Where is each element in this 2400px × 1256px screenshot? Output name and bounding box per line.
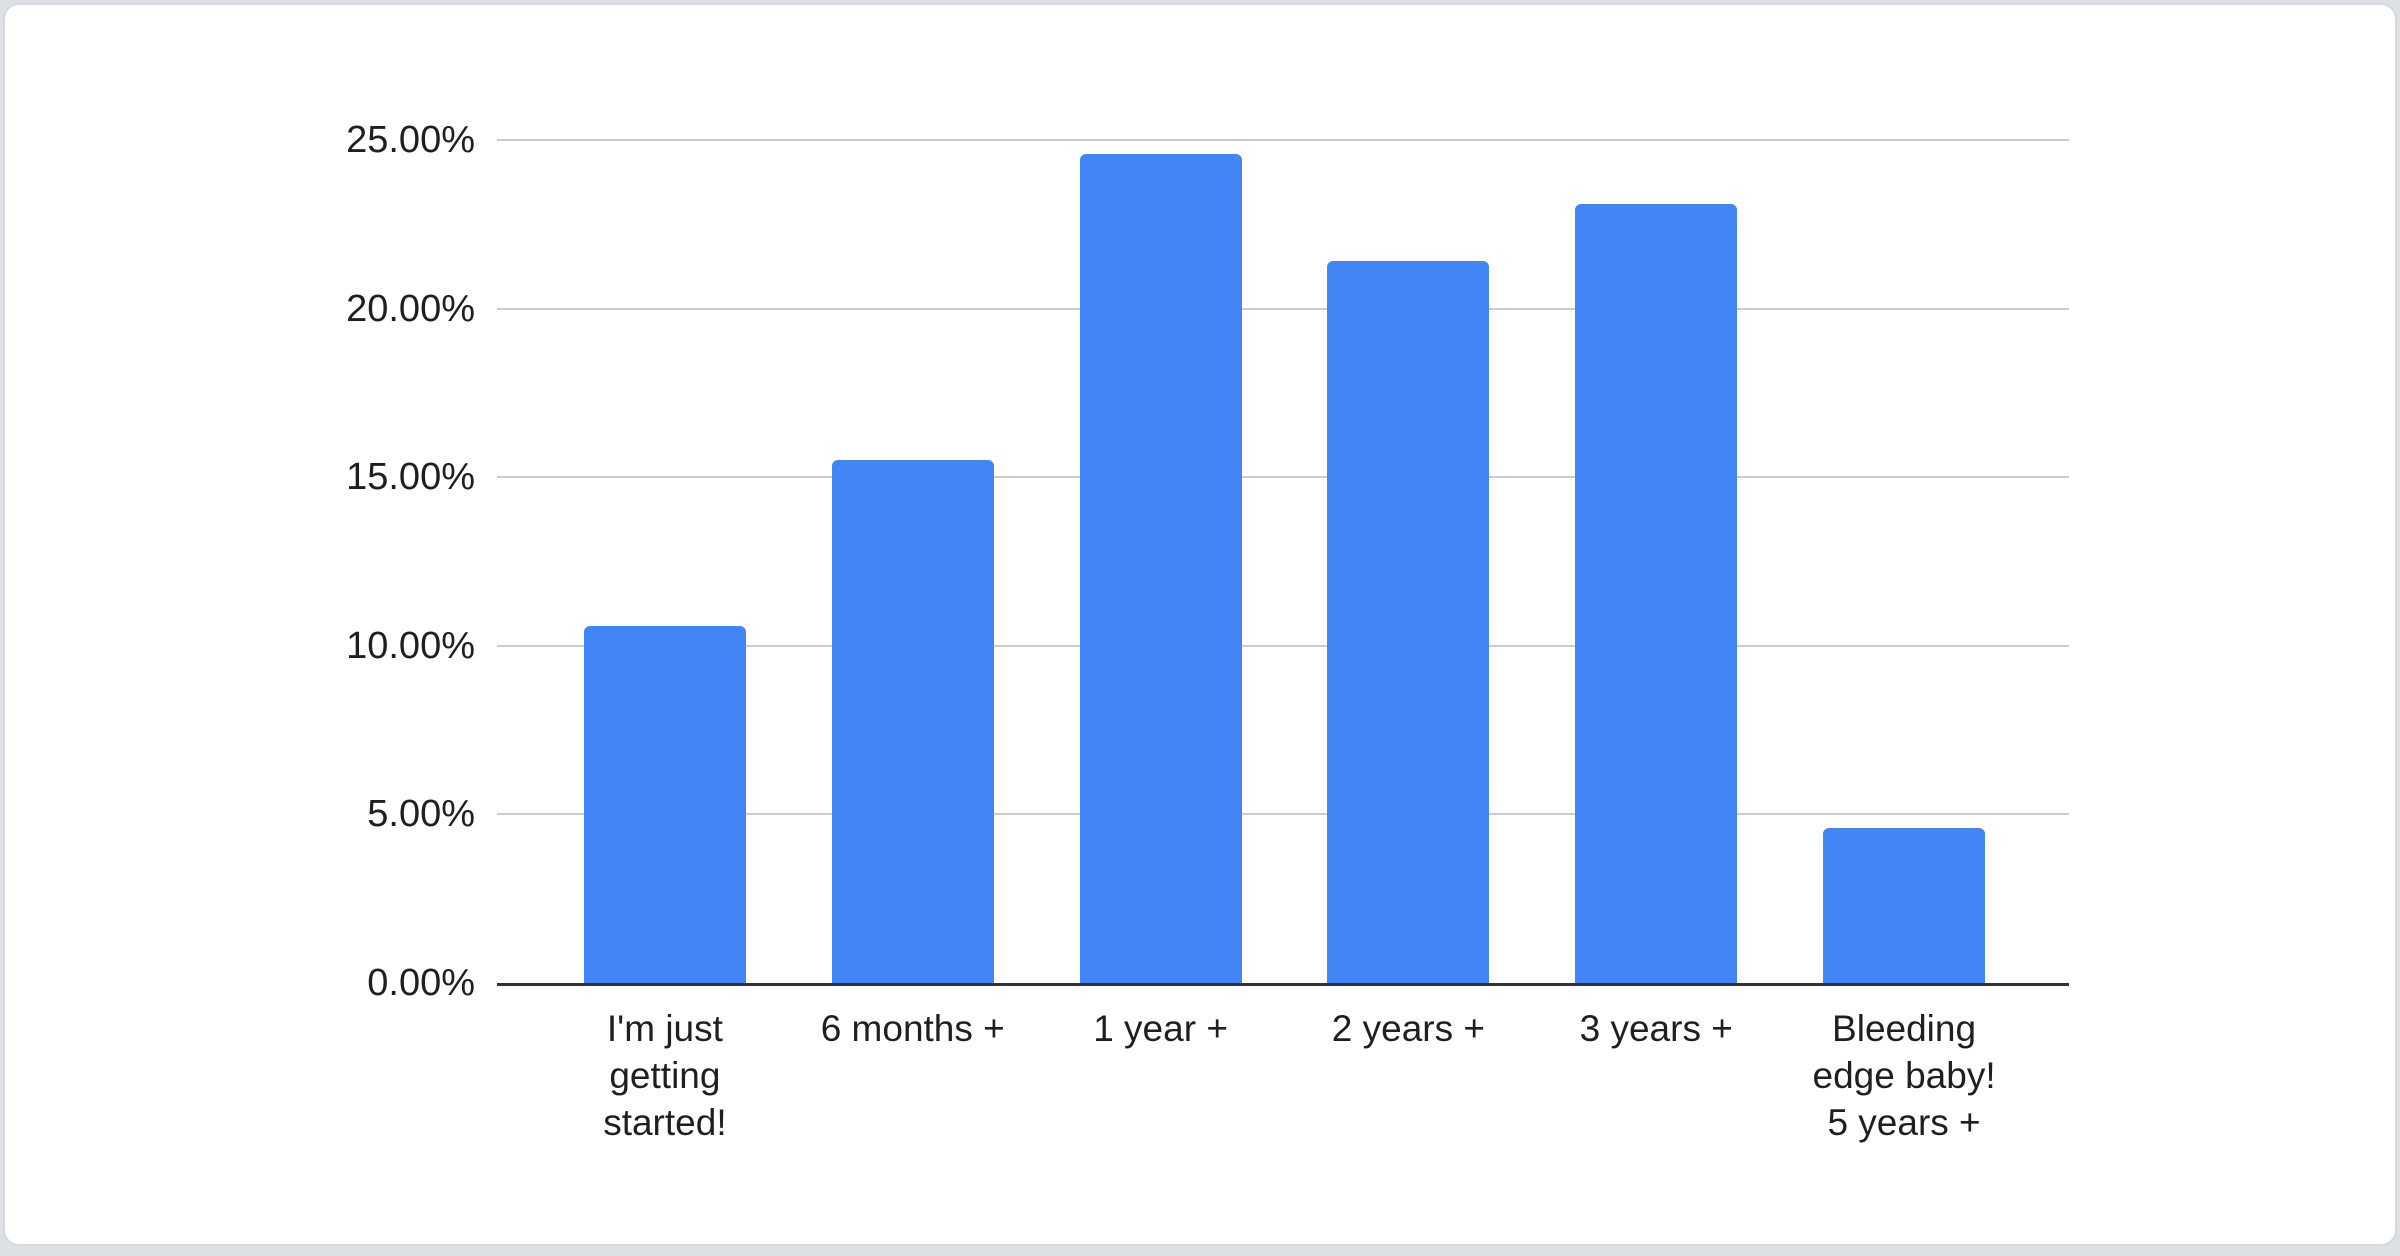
bar-slot	[541, 140, 789, 983]
chart-card: 0.00% 5.00% 10.00% 15.00% 20.00% 25.00% I'm j…	[3, 3, 2397, 1246]
x-category-label-line: Bleeding	[1832, 1008, 1977, 1049]
gridline	[497, 644, 2069, 647]
gridline	[497, 476, 2069, 479]
x-category-label: 6 months +	[789, 1005, 1037, 1146]
x-category-label-line: started!	[603, 1102, 727, 1143]
y-tick-label: 25.00%	[346, 119, 475, 161]
x-category-label: Bleeding edge baby! 5 years +	[1780, 1005, 2028, 1146]
chart-bar[interactable]	[583, 625, 746, 983]
chart-bar[interactable]	[1079, 153, 1242, 983]
x-axis-labels: I'm just getting started! 6 months + 1 year …	[541, 1005, 2028, 1146]
x-category-label: 1 year +	[1037, 1005, 1285, 1146]
x-category-label-line: edge baby!	[1812, 1055, 1996, 1096]
bar-slot	[1532, 140, 1780, 983]
gridline	[497, 307, 2069, 310]
plot-area	[497, 139, 2069, 986]
x-category-label-line: getting	[609, 1055, 721, 1096]
chart-bar[interactable]	[1575, 204, 1738, 983]
x-category-label-line: 2 years +	[1331, 1008, 1486, 1049]
x-category-label-line: 5 years +	[1827, 1102, 1981, 1143]
x-category-label: I'm just getting started!	[541, 1005, 789, 1146]
y-tick-label: 5.00%	[367, 793, 475, 836]
bars-layer	[541, 140, 2028, 983]
bar-slot	[1780, 140, 2028, 983]
y-tick-label: 20.00%	[346, 287, 475, 330]
x-category-label-line: I'm just	[606, 1008, 723, 1049]
bar-slot	[1037, 140, 1285, 983]
gridlines-layer	[497, 139, 2069, 983]
x-category-label: 2 years +	[1284, 1005, 1532, 1146]
y-tick-label: 0.00%	[367, 962, 475, 1004]
bar-slot	[789, 140, 1037, 983]
x-category-label-line: 6 months +	[820, 1008, 1005, 1049]
x-category-label-line: 1 year +	[1093, 1008, 1228, 1049]
x-category-label: 3 years +	[1532, 1005, 1780, 1146]
bar-slot	[1284, 140, 1532, 983]
x-category-label-line: 3 years +	[1579, 1008, 1733, 1049]
chart-bar[interactable]	[1823, 827, 1986, 983]
chart-bar[interactable]	[831, 460, 994, 983]
y-tick-label: 15.00%	[346, 456, 475, 499]
y-axis-labels: 0.00% 5.00% 10.00% 15.00% 20.00% 25.00%	[5, 119, 475, 1004]
y-tick-label: 10.00%	[346, 624, 475, 667]
chart-bar[interactable]	[1327, 261, 1490, 983]
gridline	[497, 813, 2069, 816]
gridline	[497, 139, 2069, 141]
x-axis-baseline	[497, 983, 2069, 986]
